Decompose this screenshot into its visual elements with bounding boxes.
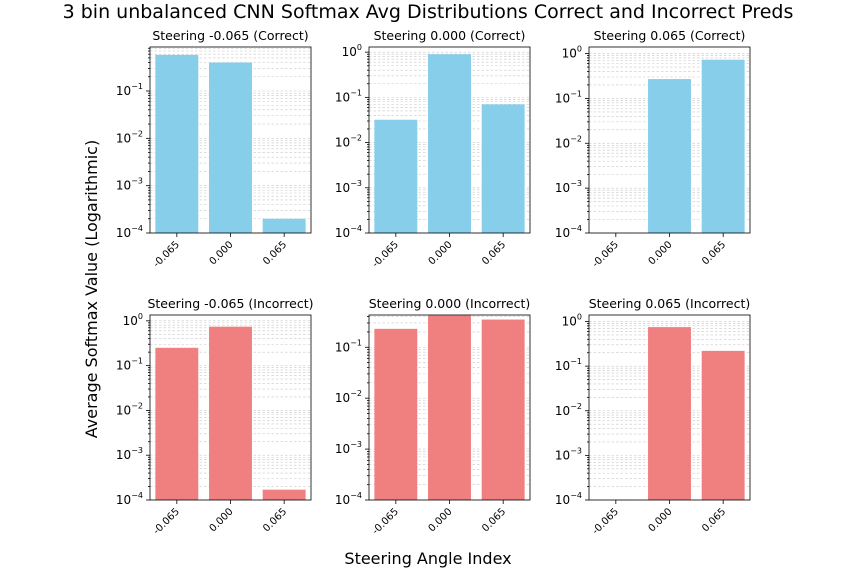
bar--0.065 xyxy=(155,347,199,500)
y-tick-label: 10−2 xyxy=(555,134,582,150)
y-tick-label: 10−1 xyxy=(335,338,362,354)
y-tick-label: 10−2 xyxy=(116,401,143,417)
y-tick-label: 10−2 xyxy=(335,134,362,150)
subplot-title: Steering 0.065 (Correct) xyxy=(594,28,746,43)
y-tick-label: 10−2 xyxy=(555,402,582,418)
subplot-3: -0.065 0.000 0.065 10−4 10−3 10−2 10−1 100 Steer… xyxy=(555,28,751,270)
y-tick-label: 100 xyxy=(123,312,143,328)
y-tick-label: 10−4 xyxy=(555,491,582,507)
x-tick-label: 0.065 xyxy=(700,239,728,267)
bar--0.065 xyxy=(155,54,199,233)
bar-0.000 xyxy=(209,326,252,500)
subplot-2: -0.065 0.000 0.065 10−4 10−3 10−2 10−1 100 Steer… xyxy=(335,28,531,270)
axes-frame xyxy=(588,46,751,234)
bar-0.000 xyxy=(209,62,252,234)
bar--0.065 xyxy=(374,119,418,233)
bar-0.065 xyxy=(481,319,525,500)
subplot-title: Steering -0.065 (Correct) xyxy=(152,28,308,43)
y-tick-label: 10−2 xyxy=(335,389,362,405)
y-tick-label: 100 xyxy=(562,313,582,329)
bar-0.065 xyxy=(262,218,306,233)
bar-0.065 xyxy=(701,350,745,500)
x-tick-label: 0.065 xyxy=(480,239,508,267)
figure-xlabel: Steering Angle Index xyxy=(344,549,511,568)
y-tick-label: 10−4 xyxy=(555,224,582,240)
y-tick-label: 100 xyxy=(342,43,362,59)
y-tick-label: 10−2 xyxy=(116,129,143,145)
x-tick-label: -0.065 xyxy=(151,506,182,537)
subplot-1: -0.065 0.000 0.065 10−4 10−3 10−2 10−1 Steering… xyxy=(116,28,312,270)
x-tick-label: 0.000 xyxy=(208,506,236,534)
subplot-title: Steering 0.065 (Incorrect) xyxy=(589,296,751,311)
y-tick-label: 10−1 xyxy=(555,89,582,105)
figure-title: 3 bin unbalanced CNN Softmax Avg Distrib… xyxy=(63,1,794,23)
x-tick-label: 0.065 xyxy=(261,239,289,267)
bar--0.065 xyxy=(374,328,418,500)
y-tick-label: 10−3 xyxy=(116,177,143,193)
bar-0.000 xyxy=(648,327,691,500)
y-tick-label: 10−3 xyxy=(555,179,582,195)
subplot-6: -0.065 0.000 0.065 10−4 10−3 10−2 10−1 100 Steer… xyxy=(555,296,751,537)
subplot-5: -0.065 0.000 0.065 10−4 10−3 10−2 10−1 Steering… xyxy=(335,296,531,537)
axes-frame xyxy=(149,46,312,234)
y-tick-label: 10−4 xyxy=(335,491,362,507)
subplot-title: Steering 0.000 (Incorrect) xyxy=(369,296,531,311)
y-tick-label: 10−1 xyxy=(116,357,143,373)
bar-0.065 xyxy=(262,489,306,500)
x-tick-label: -0.065 xyxy=(151,239,182,270)
figure-ylabel: Average Softmax Value (Logarithmic) xyxy=(82,140,101,438)
bar-0.000 xyxy=(648,79,691,234)
y-tick-label: 10−1 xyxy=(555,357,582,373)
y-tick-label: 10−1 xyxy=(335,88,362,104)
x-tick-label: 0.000 xyxy=(647,239,675,267)
x-tick-label: 0.000 xyxy=(208,239,236,267)
subplot-title: Steering -0.065 (Incorrect) xyxy=(147,296,313,311)
x-tick-label: 0.000 xyxy=(427,506,455,534)
subplot-4: -0.065 0.000 0.065 10−4 10−3 10−2 10−1 100 Steer… xyxy=(116,296,314,537)
x-tick-label: -0.065 xyxy=(590,506,621,537)
y-tick-label: 10−4 xyxy=(335,224,362,240)
subplot-title: Steering 0.000 (Correct) xyxy=(374,28,526,43)
axes-frame xyxy=(368,46,531,234)
y-tick-label: 100 xyxy=(562,45,582,61)
x-tick-label: -0.065 xyxy=(370,239,401,270)
x-tick-label: 0.065 xyxy=(480,506,508,534)
y-tick-label: 10−4 xyxy=(116,491,143,507)
y-tick-label: 10−4 xyxy=(116,224,143,240)
x-tick-label: 0.065 xyxy=(700,506,728,534)
x-tick-label: -0.065 xyxy=(590,239,621,270)
y-tick-label: 10−3 xyxy=(555,446,582,462)
x-tick-label: 0.000 xyxy=(647,506,675,534)
x-tick-label: 0.000 xyxy=(427,239,455,267)
bar-0.065 xyxy=(481,104,525,233)
bar-0.000 xyxy=(428,315,471,500)
x-tick-label: -0.065 xyxy=(370,506,401,537)
axes-frame xyxy=(588,314,751,501)
axes-frame xyxy=(149,314,312,501)
axes-frame xyxy=(368,314,531,501)
y-tick-label: 10−3 xyxy=(116,446,143,462)
y-tick-label: 10−3 xyxy=(335,440,362,456)
x-tick-label: 0.065 xyxy=(261,506,289,534)
bar-0.000 xyxy=(428,54,471,233)
bar-0.065 xyxy=(701,59,745,233)
y-tick-label: 10−3 xyxy=(335,179,362,195)
y-tick-label: 10−1 xyxy=(116,82,143,98)
